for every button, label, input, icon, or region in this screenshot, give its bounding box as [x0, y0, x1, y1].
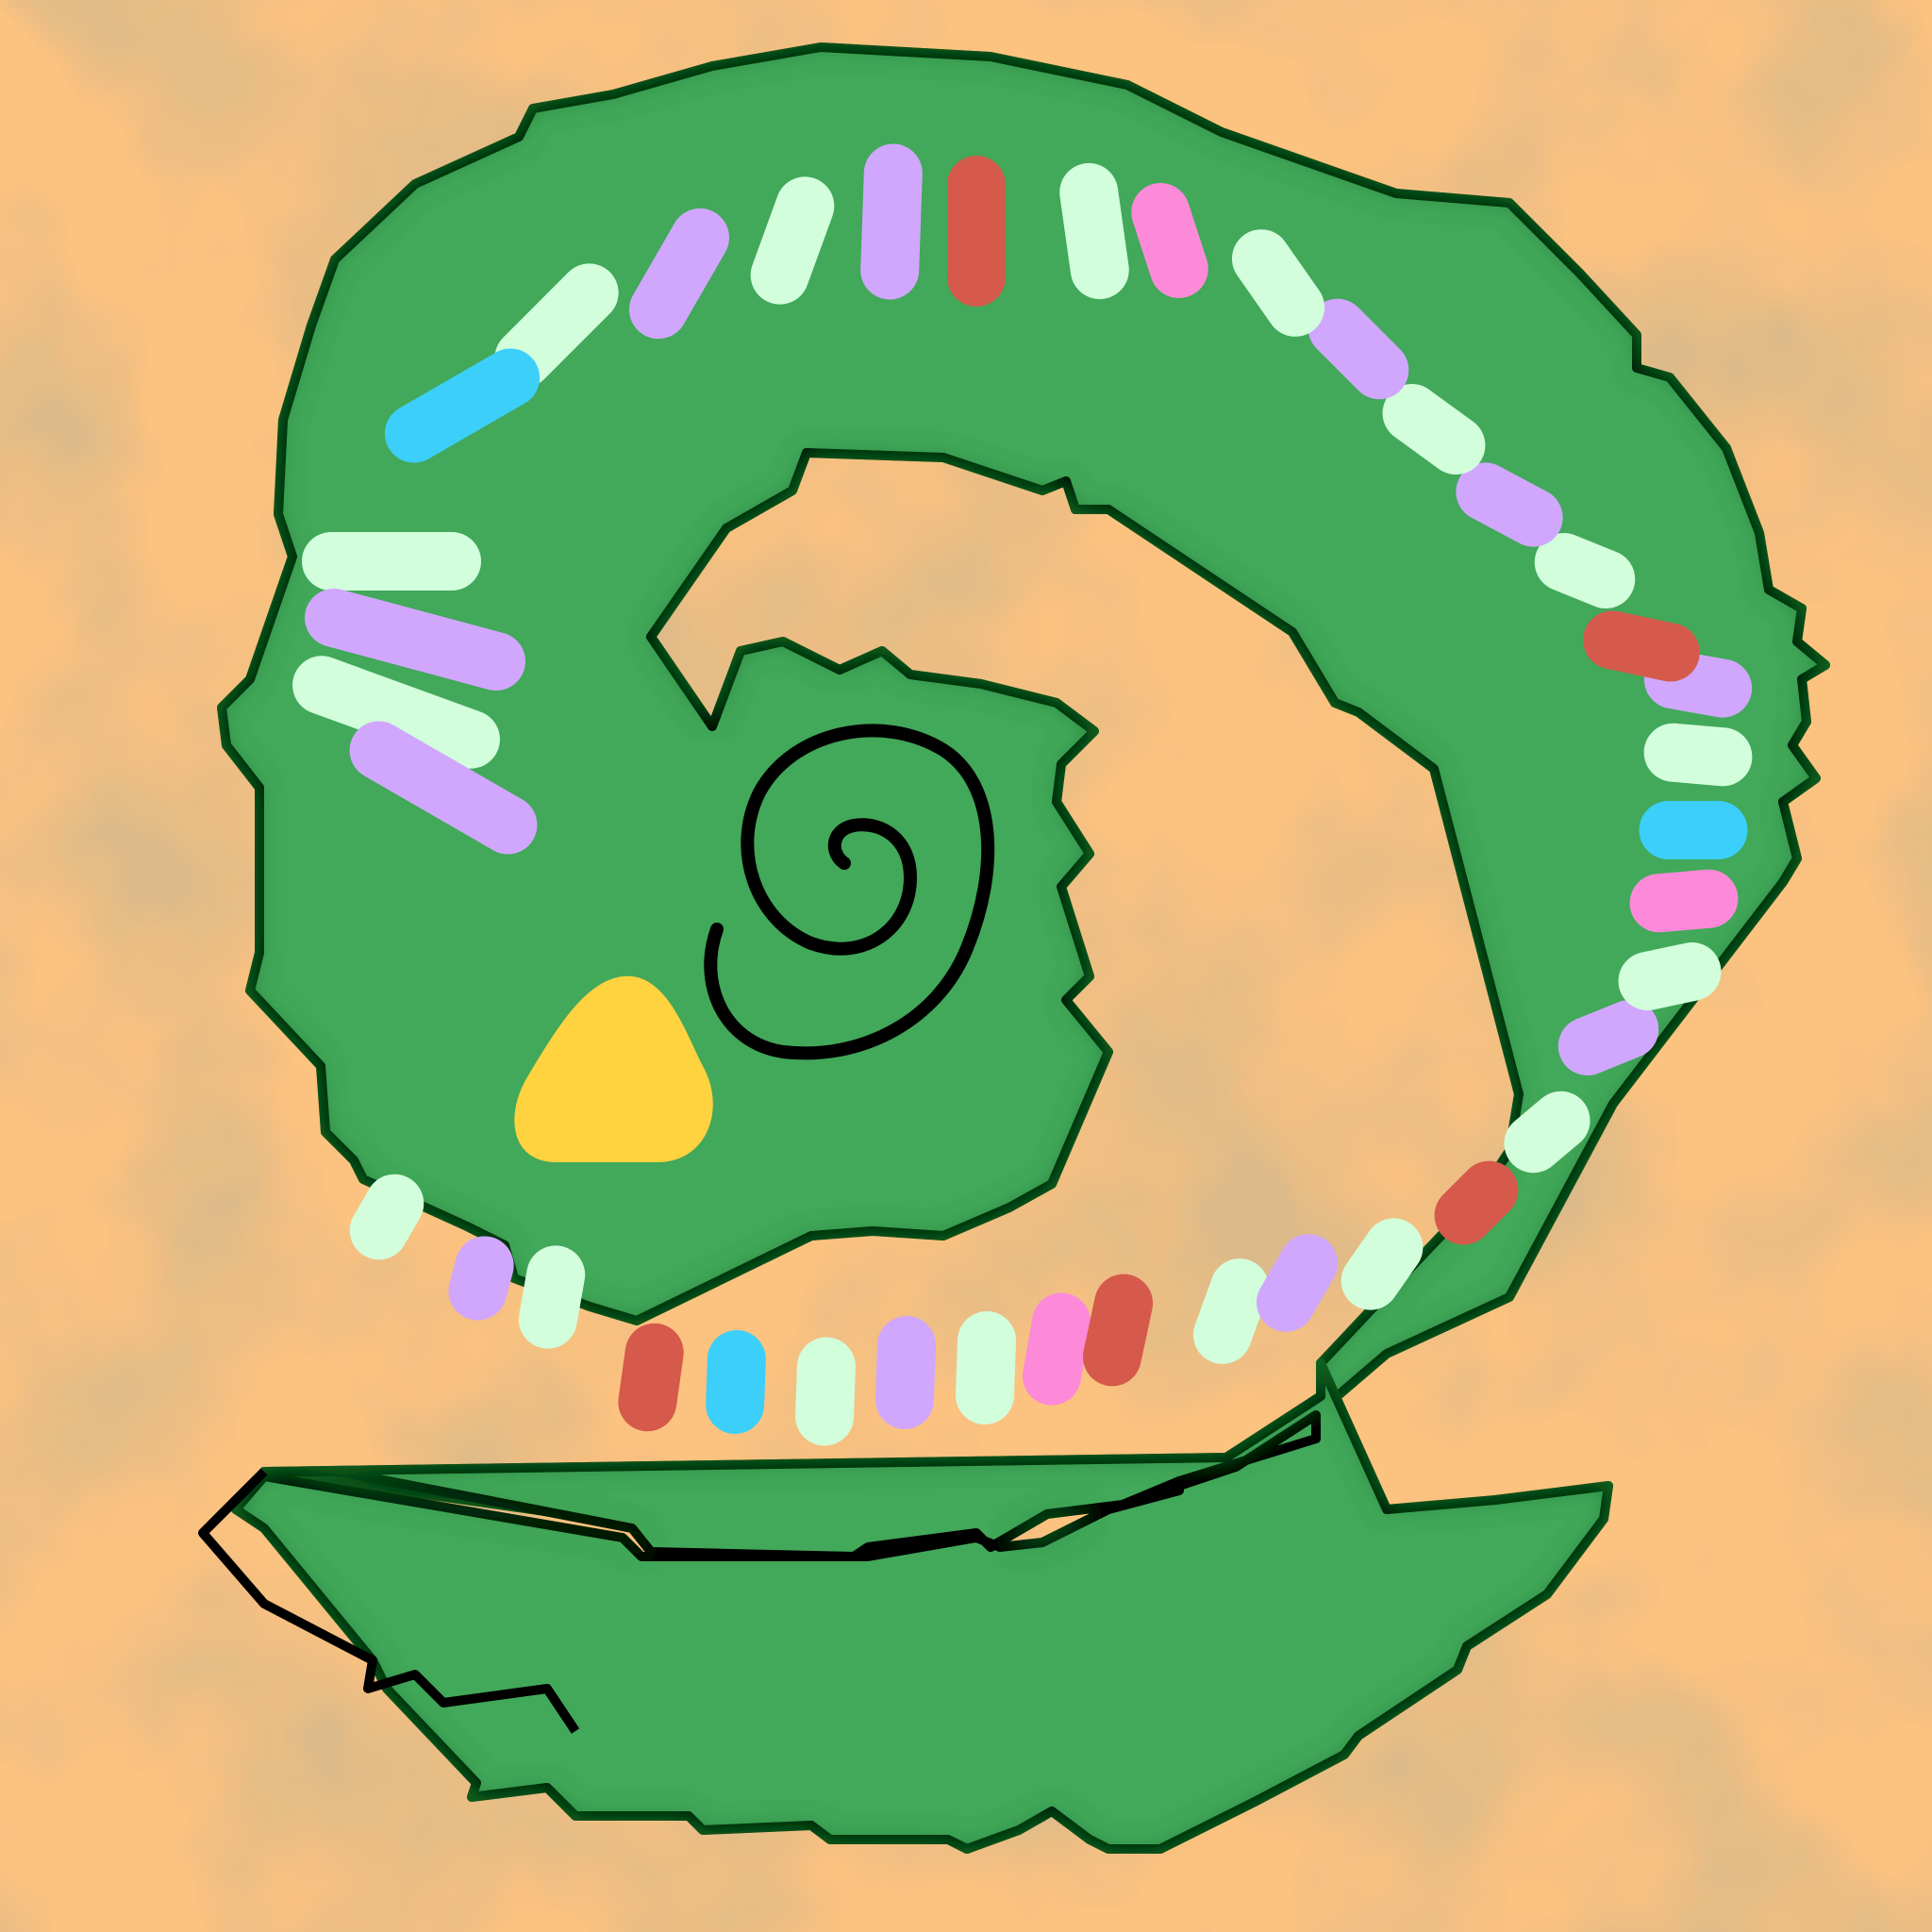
- track-tile[interactable]: [1577, 606, 1705, 688]
- track-tile[interactable]: [514, 1241, 590, 1353]
- track-tile[interactable]: [742, 169, 842, 313]
- track-tile[interactable]: [441, 1230, 520, 1327]
- track-tile[interactable]: [302, 532, 481, 591]
- track-tile[interactable]: [1492, 1079, 1602, 1185]
- track-tile[interactable]: [1124, 175, 1216, 306]
- track-tile[interactable]: [1018, 1289, 1095, 1410]
- track-tile[interactable]: [339, 710, 548, 865]
- track-tile[interactable]: [705, 1329, 767, 1435]
- track-tile[interactable]: [1246, 1224, 1349, 1342]
- track-tile[interactable]: [284, 648, 508, 777]
- track-outline-detail: [198, 1468, 580, 1734]
- track-tile[interactable]: [1627, 867, 1740, 935]
- track-tile[interactable]: [1329, 1207, 1434, 1322]
- track-tile[interactable]: [947, 156, 1006, 307]
- track-tile[interactable]: [1371, 373, 1497, 487]
- track-tile[interactable]: [1221, 218, 1336, 348]
- track-tile[interactable]: [874, 1315, 937, 1430]
- track-tile[interactable]: [1525, 525, 1643, 618]
- center-spiral-icon: [704, 724, 995, 1060]
- track-tile[interactable]: [619, 198, 741, 350]
- center-piece[interactable]: [514, 975, 713, 1162]
- track-tile[interactable]: [955, 1310, 1017, 1425]
- track-tile[interactable]: [614, 1320, 687, 1436]
- track-tile[interactable]: [1445, 452, 1573, 557]
- track-tile[interactable]: [1056, 159, 1133, 303]
- track-tile[interactable]: [1641, 721, 1755, 789]
- yellow-pawn-icon[interactable]: [514, 975, 713, 1162]
- track-tile[interactable]: [1185, 1250, 1277, 1372]
- track-tile[interactable]: [1077, 1269, 1158, 1391]
- track-tile[interactable]: [1423, 1149, 1531, 1257]
- track-tile[interactable]: [1296, 287, 1421, 411]
- track-tile[interactable]: [298, 582, 532, 697]
- track-tile[interactable]: [1639, 801, 1748, 859]
- track-tile[interactable]: [375, 338, 551, 474]
- track-tile[interactable]: [339, 1163, 434, 1270]
- track-tail: [231, 1358, 1613, 1854]
- track-tile[interactable]: [1613, 937, 1726, 1016]
- track-tile[interactable]: [859, 142, 924, 300]
- track-tiles: [284, 142, 1755, 1446]
- track-tile[interactable]: [794, 1336, 857, 1446]
- track-tile[interactable]: [1549, 991, 1667, 1085]
